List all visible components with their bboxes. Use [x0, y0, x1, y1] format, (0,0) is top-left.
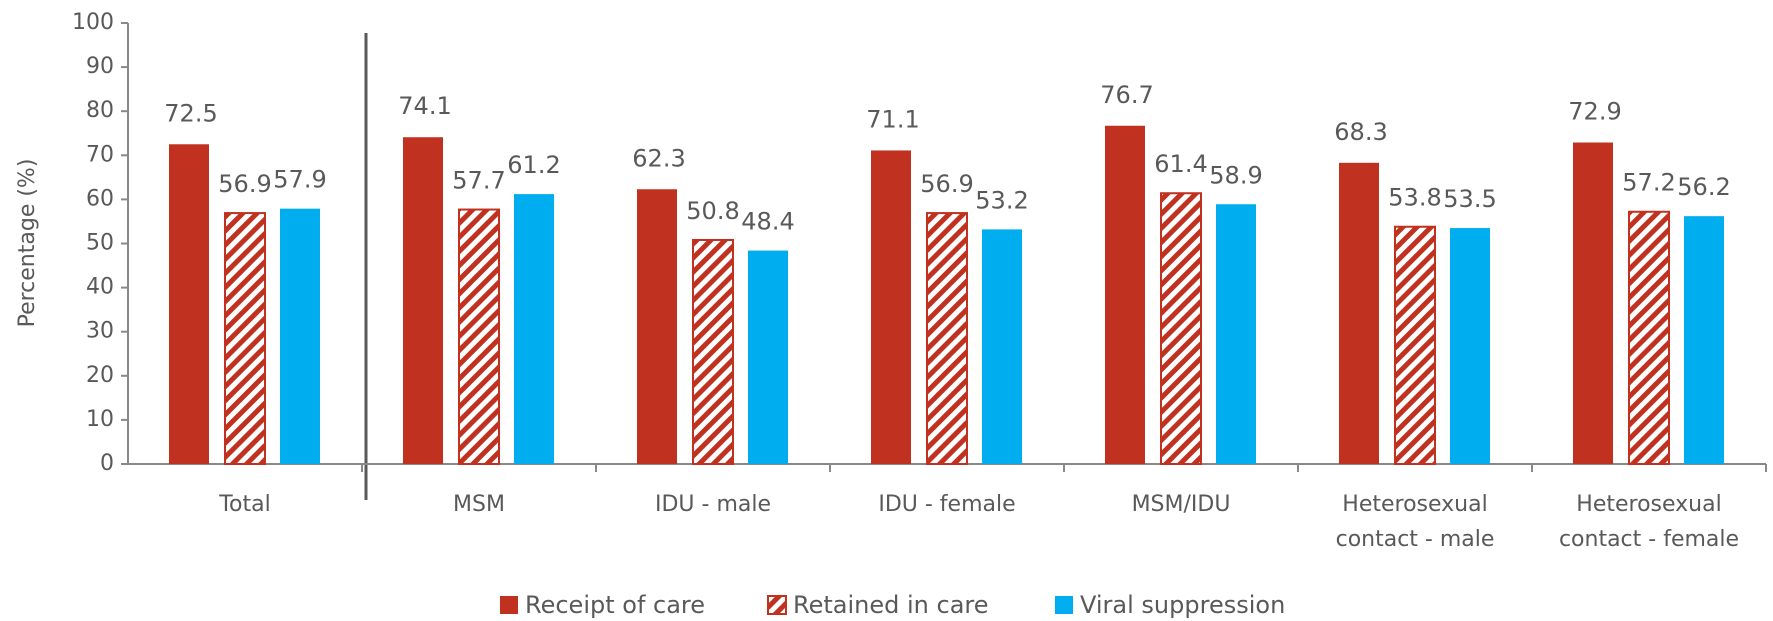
value-label: 58.9 — [1209, 161, 1262, 189]
x-tick-label: IDU - male — [655, 492, 771, 517]
bar — [871, 150, 911, 464]
y-tick-label: 10 — [86, 407, 114, 432]
x-tick-label: MSM/IDU — [1132, 492, 1231, 517]
bar — [1216, 204, 1256, 464]
y-axis-label: Percentage (%) — [15, 159, 40, 328]
legend-label: Viral suppression — [1080, 591, 1285, 619]
legend-label: Retained in care — [793, 591, 989, 619]
legend-label: Receipt of care — [525, 591, 705, 619]
value-label: 68.3 — [1334, 118, 1387, 146]
y-tick-label: 0 — [100, 451, 114, 476]
x-tick-label: MSM — [453, 492, 505, 517]
value-label: 50.8 — [686, 197, 739, 225]
bar — [1339, 162, 1379, 464]
value-label: 57.2 — [1622, 169, 1675, 197]
bar — [458, 208, 500, 465]
x-tick-label: contact - male — [1336, 527, 1495, 552]
bar — [1684, 216, 1724, 464]
x-tick-label: Total — [218, 492, 270, 517]
bar — [1628, 210, 1670, 465]
value-label: 56.9 — [920, 170, 973, 198]
value-label: 56.2 — [1677, 173, 1730, 201]
value-label: 74.1 — [398, 92, 451, 120]
y-tick-label: 40 — [86, 275, 114, 300]
bar — [1105, 125, 1145, 465]
y-tick-label: 70 — [86, 142, 114, 167]
value-label: 72.9 — [1568, 98, 1621, 126]
value-label: 71.1 — [866, 105, 919, 133]
bar — [1573, 142, 1613, 465]
y-tick-label: 30 — [86, 319, 114, 344]
x-tick-label: Heterosexual — [1342, 492, 1487, 517]
legend-swatch — [1055, 596, 1073, 614]
x-tick-label: contact - female — [1559, 527, 1739, 552]
value-label: 53.5 — [1443, 185, 1496, 213]
value-label: 57.7 — [452, 167, 505, 195]
bar — [280, 208, 320, 464]
value-label: 57.9 — [273, 166, 326, 194]
x-tick-label: IDU - female — [878, 492, 1015, 517]
value-label: 53.8 — [1388, 184, 1441, 212]
bar — [982, 229, 1022, 464]
value-label: 53.2 — [975, 186, 1028, 214]
value-label: 72.5 — [164, 99, 217, 127]
bar — [403, 137, 443, 464]
bar — [748, 250, 788, 464]
y-tick-label: 80 — [86, 98, 114, 123]
y-tick-label: 90 — [86, 54, 114, 79]
bar — [1160, 192, 1202, 465]
bar — [1394, 225, 1436, 465]
value-label: 61.4 — [1154, 150, 1207, 178]
value-label: 61.2 — [507, 151, 560, 179]
legend-swatch — [500, 596, 518, 614]
x-tick-label: Heterosexual — [1576, 492, 1721, 517]
value-label: 76.7 — [1100, 81, 1153, 109]
y-tick-label: 60 — [86, 186, 114, 211]
y-tick-label: 20 — [86, 363, 114, 388]
bar — [637, 189, 677, 464]
bar — [692, 238, 734, 465]
legend-swatch — [767, 595, 787, 615]
y-tick-label: 100 — [72, 10, 114, 35]
value-label: 62.3 — [632, 144, 685, 172]
value-label: 48.4 — [741, 208, 794, 236]
y-tick-label: 50 — [86, 231, 114, 256]
bar — [514, 194, 554, 464]
bar — [224, 212, 266, 465]
value-label: 56.9 — [218, 170, 271, 198]
bar — [169, 144, 209, 464]
bar — [1450, 228, 1490, 464]
bar — [926, 212, 968, 465]
